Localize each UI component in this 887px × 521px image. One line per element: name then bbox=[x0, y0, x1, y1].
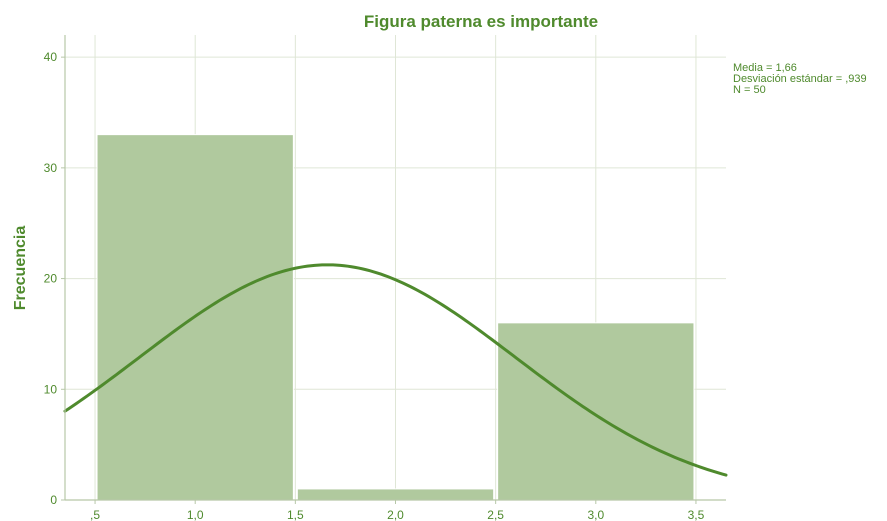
x-tick-label: 3,0 bbox=[587, 508, 604, 521]
normal-curve bbox=[63, 263, 728, 477]
x-tick-label: 1,5 bbox=[287, 508, 304, 521]
histogram-bar bbox=[296, 488, 495, 501]
y-tick-label: 20 bbox=[44, 272, 58, 286]
histogram-bar bbox=[497, 322, 695, 501]
y-tick-label: 10 bbox=[44, 382, 58, 396]
stats-box: Media = 1,66 Desviación estándar = ,939 … bbox=[733, 62, 867, 96]
x-tick-label: 2,5 bbox=[487, 508, 504, 521]
x-tick-label: ,5 bbox=[90, 508, 100, 521]
y-tick-label: 40 bbox=[44, 50, 58, 64]
x-tick-label: 1,0 bbox=[187, 508, 204, 521]
x-axis: ,5 1,0 1,5 2,0 2,5 3,0 3,5 bbox=[65, 499, 726, 521]
chart-title: Figura paterna es importante bbox=[364, 12, 598, 31]
x-tick-label: 2,0 bbox=[387, 508, 404, 521]
y-axis: 0 10 20 30 40 bbox=[44, 35, 66, 507]
y-tick-label: 30 bbox=[44, 161, 58, 175]
stats-sd: Desviación estándar = ,939 bbox=[733, 73, 867, 85]
x-tick-label: 3,5 bbox=[688, 508, 705, 521]
stats-n: N = 50 bbox=[733, 84, 766, 96]
y-axis-label: Frecuencia bbox=[12, 226, 29, 311]
y-tick-label: 0 bbox=[50, 493, 57, 507]
stats-mean: Media = 1,66 bbox=[733, 62, 797, 74]
